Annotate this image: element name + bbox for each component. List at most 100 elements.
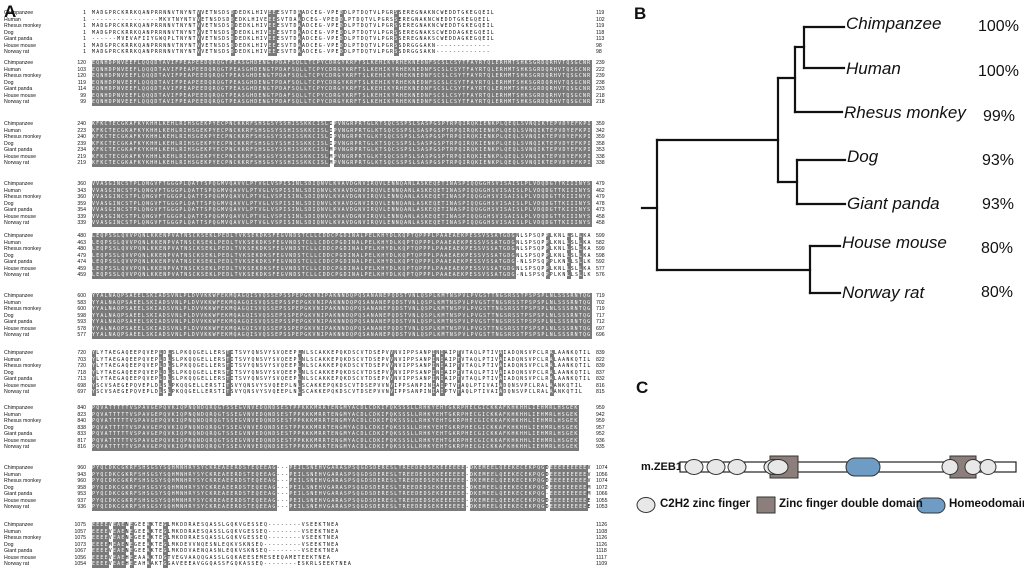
residue-start: 1073 [74, 541, 86, 548]
residue-end: 1053 [596, 504, 608, 510]
sequence-track: EEEEVEAENEGEEAKTEGLMKDDRAESQASSLGQKVGESS… [92, 528, 340, 536]
residue-start: 840 [77, 418, 86, 424]
residue-run: - [465, 465, 470, 472]
residue-run: NLSPSQP [516, 252, 546, 260]
sequence-track: PQVATTTTTVSPAVGEPQVKIQPNQNDQRQGTSSEGVNVE… [92, 405, 580, 412]
residue-run: KTE [150, 541, 164, 549]
residue-run: G [163, 561, 168, 568]
residue-run: ESVTD [276, 36, 298, 43]
residue-run: DLPTDQTVLPGR [343, 49, 395, 56]
residue-run: ESVTD [276, 23, 298, 30]
residue-end: 839 [596, 363, 605, 369]
residue-run: ITSVYQNSVYSVQEEP [230, 369, 298, 377]
species-name: Norway rat [4, 389, 30, 395]
species-name: Giant panda [4, 207, 33, 213]
residue-end: 696 [596, 332, 605, 338]
panel-letter-a: A [4, 2, 17, 21]
residue-run: LMKDEVVNQESNLEQKVSKNSEQ---------VSEEKTNE… [167, 541, 340, 549]
residue-end: 359 [596, 121, 605, 127]
residue-run: TVEGVAAQQGASSLGQKAEESEMESEEQAMETEEKTNEA [167, 554, 332, 562]
sequence-track: YYALNAQPSAEELSKIADSVNLPLDVVKKWFEKMQAGQIS… [92, 293, 592, 300]
residue-end: 1126 [596, 541, 608, 548]
residue-run: LEQPSSLQVVPQNLKKENPVATNSCKSEKLPEDLTVKSEK… [92, 252, 517, 260]
residue-run: DEDKLHIV [234, 29, 269, 37]
residue-run: L [297, 369, 302, 377]
residue-run: L [566, 252, 571, 260]
residue-run: IPPSANPIN [394, 382, 433, 390]
residue-run: KFKCTECGKAFKYKHHLKEHLRIHSGEKPYECPNCKKRFS… [92, 121, 330, 128]
residue-run: PTV [444, 389, 458, 396]
residue-start: 958 [77, 484, 86, 491]
species-name: Giant panda [4, 36, 33, 42]
residue-run: D [163, 376, 168, 383]
residue-run: A [297, 10, 302, 17]
residue-run: PVNGRPRTGLKTSQCSSPSLSASPGSPTRPQIRQKIENKP… [333, 153, 592, 161]
residue-run: --- [276, 484, 290, 492]
residue-run: P [545, 233, 550, 240]
species-name: House mouse [4, 554, 37, 561]
species-name: Norway rat [4, 99, 30, 105]
residue-end: 816 [596, 382, 605, 389]
residue-run: V [197, 10, 202, 17]
residue-run: SEREGNAKNCWEDDTGKEGQEIL [398, 10, 496, 17]
residue-run: A [499, 389, 504, 396]
residue-run: LYTAEGAQEEPQVEP [96, 356, 160, 364]
alignment-row: Norway rat 697 YSCVSAEGEPQVEPLDLSLPKQQGELL… [4, 389, 612, 396]
residue-run: N [125, 522, 130, 529]
residue-run: VVASGINCSTPLQNGVFTGGGPLQATTSPQGMVQAVVLPT… [92, 181, 592, 188]
residue-end: 222 [596, 66, 605, 73]
residue-run: SL [570, 252, 580, 260]
residue-run: VETNSDS [201, 42, 231, 50]
residue-start: 1075 [74, 522, 86, 528]
species-name: Dog [4, 484, 14, 491]
residue-run: Y [92, 382, 97, 390]
sequence-track: YLYTAEGAQEEPQVEPLDLSLPKQQGELLERSTITSVYQN… [92, 369, 592, 377]
residue-run: E [129, 528, 134, 536]
species-name: Giant panda [4, 491, 33, 497]
residue-run: SLPKQQGELLERS [171, 350, 227, 357]
c2h2-zinc-finger-3 [727, 459, 747, 475]
c2h2-zinc-finger-2 [706, 459, 726, 475]
alignment-row: Rhesus monkey 600 YYALNAQPSAEELSKIADSVNLPL… [4, 306, 612, 313]
residue-run: KTE [150, 535, 164, 542]
residue-end: 1074 [596, 465, 608, 471]
residue-end: 592 [596, 259, 605, 265]
residue-run: YYALNAQPSAEELSKIADSVNLPLDVVKKWFEKMQAGQIS… [92, 312, 592, 320]
residue-run: D [230, 23, 235, 30]
residue-run: D [230, 42, 235, 50]
residue-run: LEQPSSLQVVPQNLKKENPVATNSCKSEKLPEDLTVKSEK… [92, 246, 517, 253]
residue-run: DKEMEELQEEKECEKPQG [469, 471, 546, 479]
residue-run: A [499, 382, 504, 390]
sequence-track: YYALNAQPSAEELSKIADSVNLPLDVVKKWFEKMQAGQIS… [92, 332, 592, 339]
residue-run: - [465, 471, 470, 479]
alignment-row: Chimpanzee 240 KFKCTECGKAFKYKHHLKEHLRIHSGE… [4, 121, 612, 128]
residue-run: IADQNSVPCLR [503, 356, 550, 364]
sequence-track: YLYTAEGAQEEPQVEPLDLSLPKQQGELLERSTITSVYQN… [92, 350, 592, 357]
residue-run: KFKCTECGKAFKYKHHLKEHLRIHSGEKPYECPNCKKRFS… [92, 160, 330, 167]
sequence-track: LEQPSSLQVVPQNLKKENPVATNSCKSEKLPEDLTVKSEK… [92, 246, 592, 253]
residue-run: KFKCTECGKAFKYKHHLKEHLRIHSGEKPYECPNCKKRFS… [92, 147, 330, 154]
residue-end: 233 [596, 86, 605, 92]
residue-run: EQNHDPNVEEFLQQQDTAVIFPEAPEEDQRQGTPEASGHD… [92, 86, 592, 93]
residue-start: 703 [77, 356, 86, 363]
alignment-row: Rhesus monkey 840 PQVATTTTTVSPAVGEPQVKIQPN… [4, 418, 612, 425]
species-name: Giant panda [4, 376, 33, 382]
sequence-track: PQVATTTTTVSPAVGEPQVKIQPNQNDQRQGTSSEGVNVE… [92, 431, 580, 438]
residue-run: IADQNSVPCLR [503, 363, 550, 370]
residue-end: 959 [596, 418, 605, 424]
residue-run: EE [268, 49, 277, 56]
residue-run: ADCEG-VPE [301, 49, 340, 56]
sequence-track: KFKCTECGKAFKYKHHLKEHLRIHSGEKPYECPNCKKRFS… [92, 127, 592, 135]
residue-run: LKNL [549, 233, 567, 240]
species-name: House mouse [4, 213, 37, 220]
alignment-row: Giant panda 713 YLYTAEGAQEEPQVEPLDLSLPKQQG… [4, 376, 612, 383]
sequence-track: YYALNAQPSAEELSKIADSVNLPLDVVKKWFEKMQAGQIS… [92, 306, 592, 313]
residue-run: DLPTDQTVLPGR [343, 36, 395, 43]
residue-run: LMKDDVAENQASNLEQKVSKNSEQ--------VSEEKTNE… [167, 548, 340, 555]
residue-run: V [108, 548, 113, 555]
residue-run: EE [268, 16, 277, 24]
panel-letter-b: B [634, 4, 647, 23]
species-name: Human [4, 187, 21, 194]
residue-run: D [163, 369, 168, 377]
residue-run: V [390, 382, 395, 390]
